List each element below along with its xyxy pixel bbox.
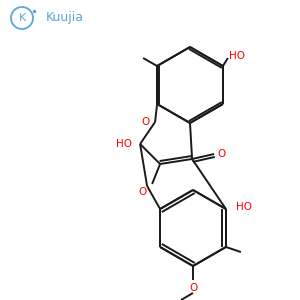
Text: O: O [141,117,149,127]
Text: HO: HO [229,51,245,61]
Text: O: O [189,283,197,293]
Text: K: K [18,13,26,23]
Text: O: O [217,149,225,159]
Text: HO: HO [116,139,132,149]
Text: O: O [138,187,146,197]
Text: HO: HO [236,202,252,212]
Text: Kuujia: Kuujia [46,11,84,25]
